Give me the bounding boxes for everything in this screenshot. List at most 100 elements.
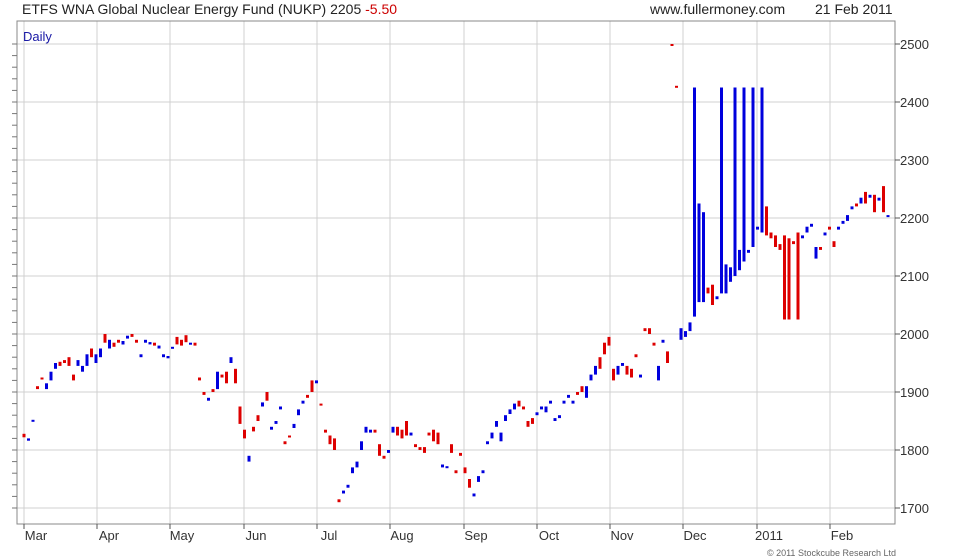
- candle: [504, 415, 507, 421]
- candle: [639, 374, 642, 378]
- candle: [265, 392, 269, 401]
- candle: [175, 336, 179, 345]
- candle: [229, 357, 233, 363]
- candle: [153, 342, 156, 346]
- candles: [22, 44, 890, 503]
- candle: [355, 461, 359, 468]
- candle: [679, 328, 683, 340]
- candle: [40, 377, 44, 380]
- candle: [724, 264, 728, 294]
- x-tick-label: 2011: [755, 528, 783, 543]
- candle: [666, 351, 669, 363]
- candle: [531, 418, 534, 424]
- candle: [72, 374, 75, 381]
- x-axis: Mar Apr May Jun Jul Aug Sep Oct Nov Dec 2011 Feb: [23, 524, 853, 543]
- y-tick-label: 2000: [900, 327, 929, 342]
- chart-date: 21 Feb 2011: [815, 1, 893, 17]
- candle: [148, 342, 152, 345]
- y-tick-label: 2500: [900, 37, 929, 52]
- candle: [144, 339, 147, 343]
- y-tick-label: 1800: [900, 443, 929, 458]
- candle: [454, 470, 458, 474]
- candle: [126, 335, 129, 339]
- candle: [436, 432, 440, 445]
- candle: [612, 368, 615, 381]
- candle: [189, 342, 192, 345]
- candle: [828, 226, 831, 230]
- candle: [76, 360, 80, 366]
- candle: [373, 429, 377, 433]
- candle: [243, 429, 246, 439]
- candle: [801, 235, 804, 239]
- candle: [288, 435, 291, 438]
- candle: [810, 223, 813, 227]
- candle: [549, 400, 552, 404]
- candle: [733, 87, 737, 276]
- y-tick-label: 1900: [900, 385, 929, 400]
- candle: [108, 339, 111, 349]
- candle: [864, 191, 867, 204]
- candle: [760, 87, 764, 233]
- candle: [594, 365, 597, 375]
- candle: [756, 226, 759, 230]
- candle: [634, 354, 638, 358]
- candle: [85, 354, 89, 366]
- candle: [409, 432, 413, 436]
- candle: [90, 348, 93, 358]
- candle: [369, 429, 372, 433]
- x-tick-label: Oct: [539, 528, 560, 543]
- candle: [342, 490, 345, 494]
- x-tick-label: Mar: [25, 528, 48, 543]
- candle: [558, 415, 561, 419]
- candle: [22, 433, 26, 438]
- x-tick-label: Jul: [321, 528, 338, 543]
- candle: [540, 406, 543, 410]
- candle: [625, 365, 629, 375]
- candle: [562, 400, 566, 404]
- candle: [603, 342, 606, 355]
- candle: [598, 357, 602, 369]
- candle: [877, 197, 881, 201]
- candle: [382, 455, 386, 459]
- x-tick-label: Jun: [246, 528, 267, 543]
- candle: [841, 220, 845, 224]
- candle: [139, 354, 143, 358]
- candle: [675, 85, 678, 88]
- candle: [279, 406, 282, 410]
- candle: [198, 377, 201, 381]
- candle: [27, 438, 30, 441]
- candle: [814, 247, 818, 259]
- fund-name: ETFS WNA Global Nuclear Energy Fund (NUK…: [22, 1, 362, 17]
- candle: [886, 215, 890, 218]
- candle: [270, 426, 273, 430]
- candle: [535, 412, 539, 416]
- candle: [522, 406, 525, 410]
- candle: [571, 400, 575, 404]
- candle: [396, 426, 399, 436]
- candle: [216, 371, 219, 390]
- candle: [832, 241, 836, 247]
- candle: [130, 334, 134, 337]
- candle: [648, 328, 651, 334]
- candle: [787, 238, 791, 320]
- site-link[interactable]: www.fullermoney.com: [650, 1, 786, 17]
- candle: [774, 235, 777, 247]
- y-tick-label: 2300: [900, 153, 929, 168]
- y-tick-label: 2100: [900, 269, 929, 284]
- x-tick-label: Apr: [99, 528, 120, 543]
- grid: [17, 21, 895, 524]
- candle: [207, 397, 210, 401]
- candle: [225, 371, 228, 384]
- candle: [630, 368, 633, 378]
- candle: [324, 429, 327, 433]
- candle: [432, 429, 435, 442]
- candle: [211, 389, 215, 392]
- candle: [661, 339, 665, 343]
- candle: [693, 87, 696, 317]
- candle: [873, 194, 876, 213]
- candle: [684, 331, 687, 337]
- candle: [805, 226, 809, 233]
- candle: [445, 466, 449, 469]
- candle: [99, 348, 102, 358]
